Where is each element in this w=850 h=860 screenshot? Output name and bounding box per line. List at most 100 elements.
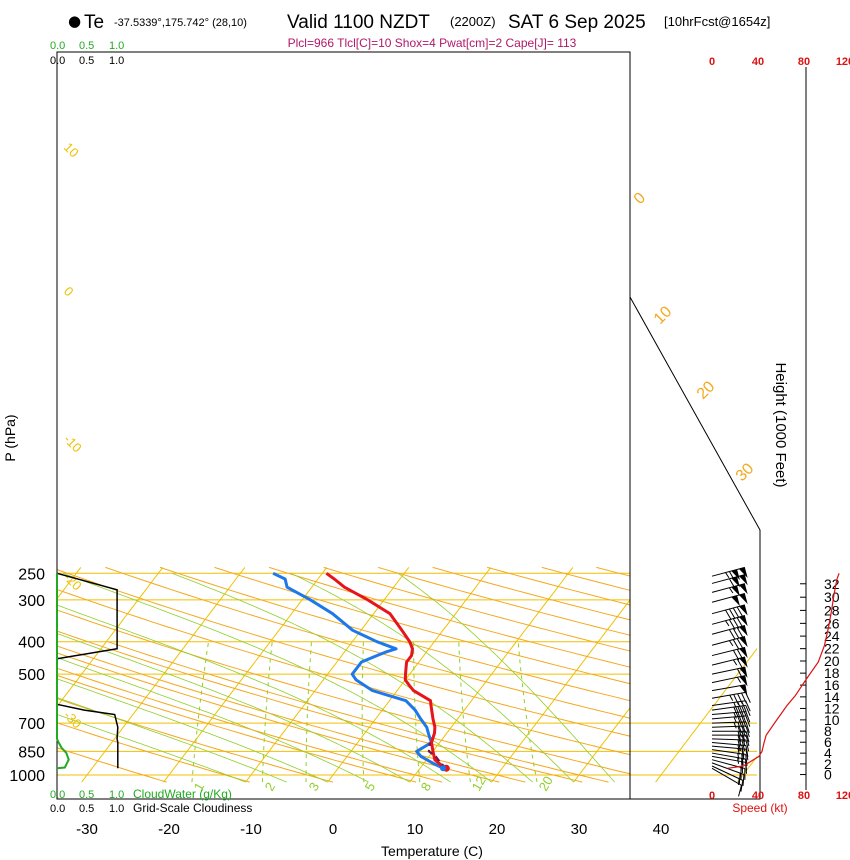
theta-label: 10 [651,303,676,328]
dry-adiabat-line [378,566,630,636]
temperature-tick-label: 40 [653,821,670,838]
wind-barb [711,765,744,792]
cloud-water-curve [56,573,70,770]
wind-barb [711,752,748,771]
moist-adiabat-line [57,633,410,783]
dry-adiabat-line [159,566,630,702]
speed-profile: 0040408080120120 [709,56,850,802]
mixing-ratio-line [413,641,421,783]
temperature-curve [325,572,448,770]
station-location: -37.5339°,175.742° (28,10) [114,17,247,29]
dry-adiabat-line [268,566,630,668]
dry-adiabat-line [57,569,630,737]
y-axis-title: P (hPa) [2,414,18,461]
isotherm-extension [655,647,757,783]
moist-adiabat-line [57,713,246,783]
theta-label: 20 [694,378,719,403]
mixing-ratio-line [361,641,365,783]
isotherm-line [163,567,328,783]
x-axis-title: Temperature (C) [381,843,483,859]
wind-barb [711,635,748,650]
dry-adiabat-line [57,674,417,783]
sounding-curves [272,571,450,772]
height-tick-label: 2 [824,756,832,772]
pressure-tick-label: 400 [18,635,45,652]
height-tick-label: 20 [824,653,840,669]
temperature-tick-label: 20 [489,821,506,838]
height-tick-label: 4 [824,745,832,761]
cloudiness-scale-bottom: 1.0 [109,803,124,815]
dry-adiabat-line [214,566,630,685]
dry-adiabat-line [57,609,630,775]
wind-barb [711,615,748,630]
isotherm-line [57,567,164,708]
wind-barb [711,574,748,589]
height-axis-title: Height (1000 Feet) [772,362,789,487]
wind-barb [711,624,748,640]
wind-barb [711,725,750,738]
isotherm-line [573,707,630,783]
height-tick-label: 22 [824,641,840,657]
isotherm-line [81,567,246,783]
utc-time: (2200Z) [450,14,496,29]
wind-barb [711,592,748,607]
isotherm-extension [737,755,757,783]
isotherm-label: 10 [61,140,82,161]
wind-barb [711,646,748,661]
parcel-curve [427,742,448,770]
mixing-ratio-label: 12 [469,773,489,793]
theta-label: 0 [631,189,649,207]
height-tick-label: 6 [824,734,832,750]
pressure-tick-label: 850 [18,744,45,761]
cloudiness-scale-top: 1.0 [109,55,124,67]
height-tick-label: 30 [824,589,840,605]
adiabat-extension [57,645,526,783]
wind-barb [711,749,748,766]
dry-adiabat-line [57,747,167,783]
temperature-tick-label: 0 [329,821,337,838]
temperature-tick-label: -30 [76,821,98,838]
cloudiness-scale-top: 0.5 [79,55,94,67]
pressure-tick-label: 1000 [9,768,45,785]
isotherm-line [409,567,574,783]
temperature-tick-label: 10 [407,821,424,838]
cloud-water-label: CloudWater (g/Kg) [133,787,232,801]
mixing-ratio-label: 3 [306,780,323,794]
station-name: Te [84,12,104,33]
speed-tick-top: 40 [752,56,764,68]
cloud-water-scale-bottom: 1.0 [109,789,124,801]
axis-ticks: -30 -20 -10 0 10 20 30 40 250 300 400 500 700 850 1000 [9,566,669,838]
height-tick-label: 12 [824,700,840,716]
wind-barb [711,704,751,718]
background-grid [57,566,630,783]
temperature-tick-label: -20 [158,821,180,838]
wind-barb [711,767,742,797]
mixing-ratio-line [261,641,273,783]
forecast-date: SAT 6 Sep 2025 [508,12,646,33]
pressure-tick-label: 300 [18,593,45,610]
speed-tick-bottom: 80 [798,790,810,802]
theta-label: 30 [733,460,758,485]
speed-axis-title: Speed (kt) [732,801,787,815]
pressure-tick-label: 250 [18,566,45,583]
speed-tick-top: 120 [836,56,850,68]
adiabat-extension [107,641,609,783]
speed-tick-bottom: 0 [709,790,715,802]
wind-barb [711,656,748,670]
speed-tick-bottom: 120 [836,790,850,802]
speed-tick-top: 0 [709,56,715,68]
dewpoint-curve [272,571,444,770]
mixing-ratio-line [305,641,312,783]
mixing-ratio-label: 20 [536,773,556,793]
height-tick-label: 18 [824,665,840,681]
mixing-ratio-line [517,641,538,783]
lower-extension-grid [57,641,757,783]
mixing-ratio-label: 5 [362,780,379,794]
height-tick-label: 16 [824,677,840,693]
stability-indices: Plcl=966 Tlcl[C]=10 Shox=4 Pwat[cm]=2 Ca… [288,36,577,50]
surface-dewpoint-marker [440,765,447,772]
speed-tick-bottom: 40 [752,790,764,802]
